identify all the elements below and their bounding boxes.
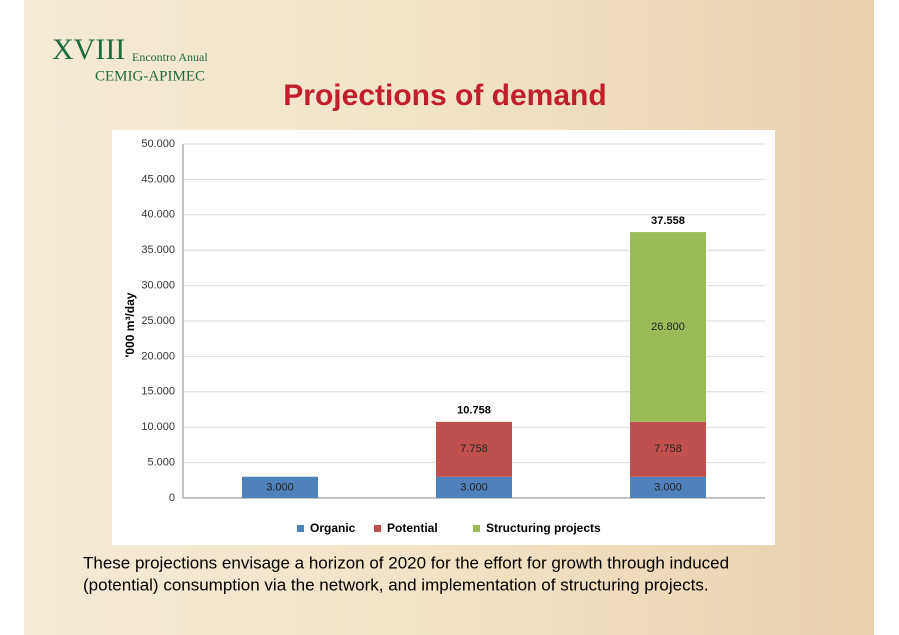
caption-line: These projections envisage a horizon of … xyxy=(83,553,729,572)
y-tick-label: 30.000 xyxy=(141,280,175,292)
bar-segment xyxy=(242,476,318,498)
value-label: 3.000 xyxy=(460,481,488,493)
value-label: 3.000 xyxy=(654,481,682,493)
logo-numeral: XVIII xyxy=(52,33,125,66)
value-label: 26.800 xyxy=(651,321,685,333)
y-tick-label: 50.000 xyxy=(141,138,175,150)
y-axis-label: '000 m³/day xyxy=(123,292,137,357)
legend-marker xyxy=(297,525,304,532)
y-tick-label: 15.000 xyxy=(141,386,175,398)
legend-label: Organic xyxy=(310,521,356,535)
logo-event: Encontro Anual xyxy=(132,50,208,64)
y-tick-label: 25.000 xyxy=(141,315,175,327)
caption-line: (potential) consumption via the network,… xyxy=(83,575,709,594)
y-tick-label: 0 xyxy=(169,492,175,504)
y-tick-label: 10.000 xyxy=(141,421,175,433)
legend-marker xyxy=(374,525,381,532)
legend-label: Potential xyxy=(387,521,438,535)
total-label: 10.758 xyxy=(457,405,491,417)
value-label: 3.000 xyxy=(266,481,294,493)
y-tick-label: 5.000 xyxy=(147,457,175,469)
y-tick-label: 20.000 xyxy=(141,350,175,362)
slide-title: Projections of demand xyxy=(283,79,606,112)
y-tick-label: 45.000 xyxy=(141,173,175,185)
value-label: 7.758 xyxy=(460,443,488,455)
value-label: 7.758 xyxy=(654,443,682,455)
total-label: 37.558 xyxy=(651,215,685,227)
bar-segment xyxy=(630,421,706,477)
legend-marker xyxy=(473,525,480,532)
y-tick-label: 40.000 xyxy=(141,209,175,221)
bar-segment xyxy=(436,476,512,498)
bar-segment xyxy=(630,232,706,422)
bar-segment xyxy=(436,421,512,477)
bar-segment xyxy=(630,476,706,498)
legend-label: Structuring projects xyxy=(486,521,601,535)
y-tick-label: 35.000 xyxy=(141,244,175,256)
logo-org: CEMIG-APIMEC xyxy=(95,68,205,84)
